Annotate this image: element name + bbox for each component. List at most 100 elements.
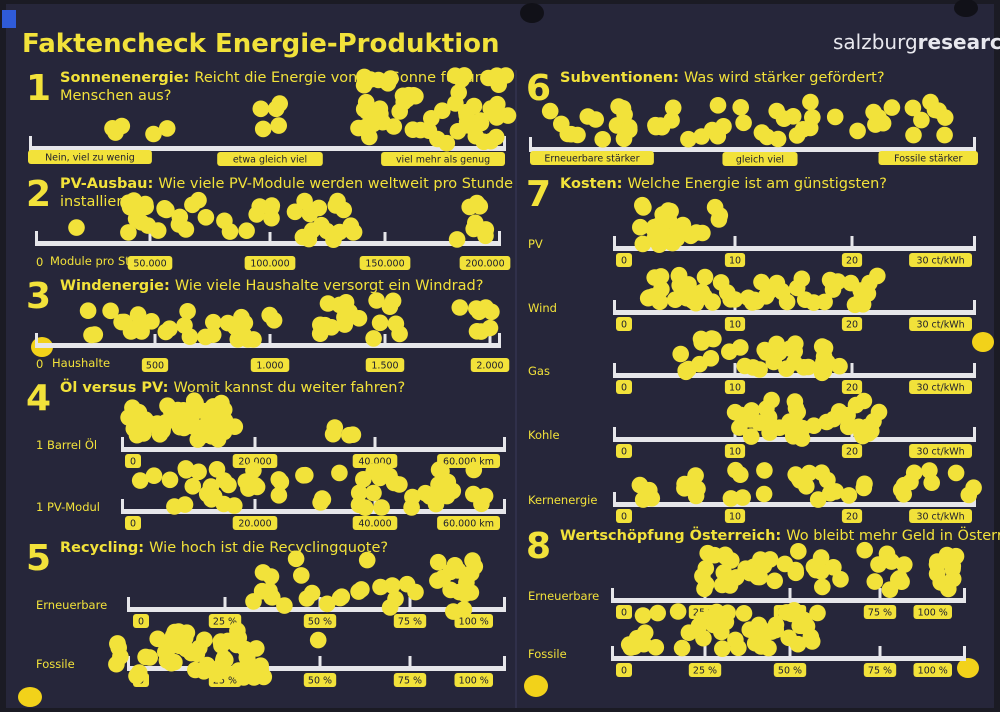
tick-label: 0 (36, 357, 43, 371)
scale-track (614, 246, 975, 251)
sticker-dot (758, 400, 775, 417)
tick-label: 0 (621, 666, 627, 677)
sticker-dot (749, 568, 766, 586)
tick-label: 2.000 (476, 361, 503, 372)
tick-label: 20 (846, 383, 858, 394)
sticker-dot (471, 198, 489, 215)
tick-label-pill (773, 663, 807, 677)
scale-track-cap (613, 300, 616, 315)
tick-label-pill (381, 152, 505, 166)
sticker-dot (652, 268, 670, 285)
tick-mark (383, 232, 387, 244)
sticker-dot (947, 464, 965, 482)
sticker-dot (248, 206, 265, 223)
tick-label: 1.000 (256, 361, 283, 372)
scale-track (612, 656, 965, 661)
sticker-dot (853, 424, 870, 442)
tick-mark (253, 499, 257, 511)
sticker-dot (456, 585, 474, 603)
sticker-dot (161, 471, 179, 489)
sticker-dot (102, 302, 119, 320)
sticker-dot (197, 209, 215, 226)
tick-mark (703, 646, 707, 658)
sticker-dot (296, 192, 313, 210)
sticker-dot (839, 418, 857, 436)
tick-label: Nein, viel zu wenig (45, 153, 135, 164)
tick-label-pill (616, 317, 632, 331)
scale-track-cap (503, 656, 506, 671)
sticker-dot (240, 480, 257, 497)
sticker-dot (318, 222, 336, 240)
sticker-dot (821, 485, 839, 502)
tick-label-pill (250, 358, 290, 372)
sticker-dot (384, 292, 402, 310)
blue-tape (2, 10, 16, 28)
tick-label: 0 (130, 457, 136, 468)
sticker-dot (104, 120, 121, 137)
sticker-dot (795, 359, 813, 376)
sticker-dot (760, 639, 777, 657)
sticker-dot (696, 268, 714, 286)
sticker-dot (804, 109, 821, 126)
sticker-dot (905, 464, 923, 482)
sticker-dot (499, 107, 517, 124)
sticker-dot (641, 481, 658, 499)
tick-mark (788, 646, 792, 658)
tick-label-pill (454, 673, 493, 687)
tick-label: 20 (846, 512, 858, 523)
sticker-dot (797, 618, 815, 635)
sticker-dot (371, 314, 389, 332)
sticker-dot (353, 581, 370, 598)
question-number: 8 (526, 526, 551, 567)
tick-label-pill (724, 380, 746, 394)
tick-label-pill (841, 317, 863, 331)
sticker-dot (881, 581, 899, 598)
tick-label-pill (841, 380, 863, 394)
tick-label: Erneuerbare stärker (544, 154, 639, 165)
sticker-dot (559, 125, 577, 143)
sticker-dot (158, 201, 175, 219)
sticker-dot (755, 485, 773, 503)
sticker-dot (814, 578, 831, 596)
tick-label: 1.500 (371, 361, 398, 372)
sticker-dot (649, 604, 666, 622)
sticker-dot (121, 198, 139, 216)
sticker-dot (477, 227, 494, 245)
question-number: 6 (526, 68, 551, 109)
scale-label: Erneuerbare (528, 589, 599, 603)
tick-label-pill (722, 152, 798, 166)
sticker-dot (891, 570, 908, 587)
scale-label: Wind (528, 301, 557, 315)
sticker-dot (108, 655, 125, 673)
tick-label-pill (352, 516, 398, 530)
question-text: Wertschöpfung Österreich: Wo bleibt mehr… (560, 526, 1000, 544)
tick-label: 100 % (918, 608, 948, 619)
sticker-dot (385, 118, 403, 135)
tick-label-pill (909, 380, 972, 394)
tick-label: 25 % (693, 666, 717, 677)
scale-track (122, 447, 505, 452)
question-number: 4 (26, 378, 51, 419)
sticker-dot (788, 279, 806, 297)
tick-label-pill (616, 380, 632, 394)
sticker-dot (488, 67, 506, 84)
sticker-dot (789, 403, 806, 421)
tick-label: 25 % (213, 617, 237, 628)
tick-mark (733, 236, 737, 248)
tick-label: 40.000 (358, 519, 391, 530)
tick-label-pill (232, 516, 278, 530)
sticker-dot (921, 462, 938, 479)
tick-label: 75 % (868, 666, 892, 677)
tick-mark (878, 646, 882, 658)
sticker-dot (756, 462, 773, 479)
sticker-dot (865, 103, 882, 121)
scale-track-cap (611, 646, 614, 661)
tick-label-pill (909, 444, 972, 458)
sticker-dot (451, 299, 469, 316)
tick-mark (408, 597, 412, 609)
tick-label: 50.000 (133, 259, 166, 270)
sticker-dot (826, 108, 844, 126)
sticker-dot (730, 639, 747, 657)
tick-label-pill (459, 256, 511, 270)
